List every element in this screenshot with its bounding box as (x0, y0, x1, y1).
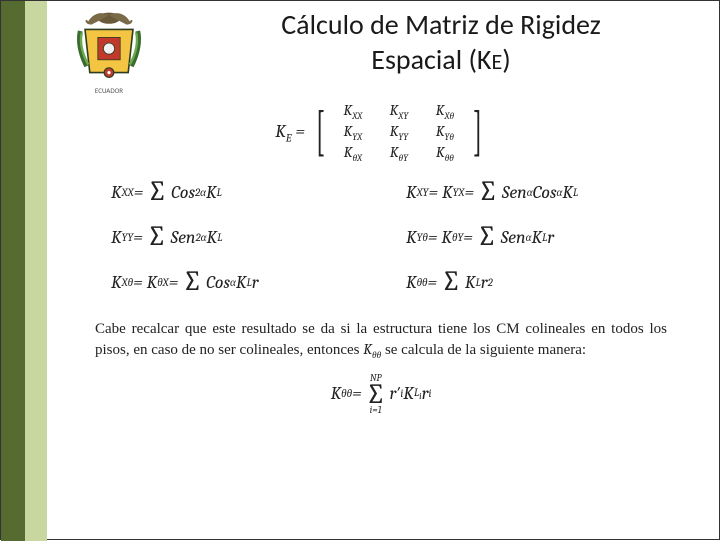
kxt-sub2: θX (157, 276, 169, 289)
ke-eq: = (291, 121, 305, 142)
kyt-r: r (547, 227, 554, 248)
kyt-eq1: = K (428, 227, 452, 248)
kxx-KL: K (206, 182, 217, 203)
kyy-sen: Sen (171, 227, 196, 248)
ktt-KL: K (465, 272, 476, 293)
kyt-sub: Yθ (417, 231, 428, 244)
ke-lhs: KE = (275, 121, 305, 145)
kyy-sub: YY (122, 231, 134, 244)
eq-kxy: KXY = KYX = ∑SenαCosαKL (406, 182, 671, 203)
fe-bot: i=1 (370, 405, 382, 415)
fe-sub: θθ (341, 387, 352, 400)
m-10: KYX (330, 122, 376, 143)
m-11: KYY (376, 122, 422, 143)
note-sub: θθ (372, 351, 381, 361)
eq-kyt: KYθ = KθY = ∑SenαKLr (406, 227, 671, 248)
m-21: KθY (376, 143, 422, 164)
fe-K: K (331, 383, 342, 404)
final-equation: Kθθ = NP ∑ i=1 r′iKLiri (71, 373, 691, 415)
m-00: KXX (330, 101, 376, 122)
left-stripe-light (25, 1, 47, 541)
left-bracket: [ (316, 108, 325, 157)
kxy-K: K (406, 182, 417, 203)
kxt-cos: Cos (206, 272, 230, 293)
title-line2-pre: Espacial (K (371, 42, 491, 77)
kxy-eq2: = (464, 182, 474, 203)
kyy-KL: K (207, 227, 218, 248)
logo-caption: ECUADOR (79, 87, 139, 95)
note-K: K (363, 340, 372, 358)
kyy-eq: = (133, 227, 143, 248)
fe-r3: r (422, 383, 429, 404)
kxt-r: r (252, 272, 259, 293)
fe-eq: = (352, 383, 362, 404)
kxt-eq2: = (169, 272, 179, 293)
slide-title: Cálculo de Matriz de Rigidez Espacial (K… (171, 7, 711, 77)
kxy-KL: K (562, 182, 573, 203)
m-20: KθX (330, 143, 376, 164)
eq-kxx: KXX = ∑Cos2αKL (111, 182, 376, 203)
eq-kyy: KYY = ∑Sen2αKL (111, 227, 376, 248)
fe-r1: r′ (390, 383, 401, 404)
matrix-body: KXX KXY KXθ KYX KYY KYθ KθX KθY Kθθ (330, 101, 468, 164)
fe-KL: K (403, 383, 414, 404)
institution-logo (69, 7, 149, 87)
kxt-KL: K (236, 272, 247, 293)
eq-kxt: KXθ = KθX = ∑CosαKLr (111, 272, 376, 293)
m-02: KXθ (422, 101, 468, 122)
ktt-K: K (406, 272, 417, 293)
kxy-L: L (573, 186, 578, 199)
ktt-eq: = (428, 272, 438, 293)
kxt-K: K (111, 272, 122, 293)
kxx-L: L (217, 186, 222, 199)
title-line2: Espacial (KE) (171, 42, 711, 77)
note-post: se calcula de la siguiente manera: (381, 342, 586, 358)
ke-matrix-definition: KE = [ KXX KXY KXθ KYX KYY KYθ KθX KθY K… (71, 101, 691, 164)
kxy-sub2: YX (453, 186, 465, 199)
sigma-with-limits-icon: NP ∑ i=1 (366, 373, 386, 415)
kyt-sub2: θY (452, 231, 463, 244)
kyy-L: L (217, 231, 222, 244)
kxx-eq: = (134, 182, 144, 203)
kxx-K: K (111, 182, 122, 203)
kxx-sub: XX (122, 186, 134, 199)
ktt-sub: θθ (417, 276, 428, 289)
m-01: KXY (376, 101, 422, 122)
kyt-eq2: = (463, 227, 473, 248)
kxt-sub: Xθ (122, 276, 134, 289)
kxx-cos: Cos (171, 182, 195, 203)
kxy-eq1: = K (428, 182, 452, 203)
content-area: KE = [ KXX KXY KXθ KYX KYY KYθ KθX KθY K… (71, 101, 691, 415)
kxy-sub: XY (417, 186, 429, 199)
m-12: KYθ (422, 122, 468, 143)
ktt-sup: 2 (488, 276, 493, 289)
kxy-sen: Sen (502, 182, 527, 203)
title-line2-sc: E (491, 48, 502, 75)
kyy-K: K (111, 227, 122, 248)
kyt-KL: K (531, 227, 542, 248)
ke-sym: K (275, 121, 286, 142)
left-stripe-dark (1, 1, 25, 541)
note-math: Kθθ (363, 340, 381, 358)
title-line1: Cálculo de Matriz de Rigidez (171, 7, 711, 42)
equations-grid: KXX = ∑Cos2αKL KXY = KYX = ∑SenαCosαKL K… (71, 182, 691, 293)
kxt-eq1: = K (133, 272, 157, 293)
fe-KLsub: Li (414, 386, 422, 402)
explanatory-note: Cabe recalcar que este resultado se da s… (95, 319, 667, 363)
fe-r3s: i (428, 387, 431, 400)
title-line2-post: ) (502, 42, 511, 77)
kxy-cos: Cos (533, 182, 557, 203)
kyt-sen: Sen (501, 227, 526, 248)
right-bracket: ] (473, 108, 482, 157)
kyt-K: K (406, 227, 417, 248)
ktt-r: r (481, 272, 488, 293)
eq-ktt: Kθθ = ∑KLr2 (406, 272, 671, 293)
m-22: Kθθ (422, 143, 468, 164)
